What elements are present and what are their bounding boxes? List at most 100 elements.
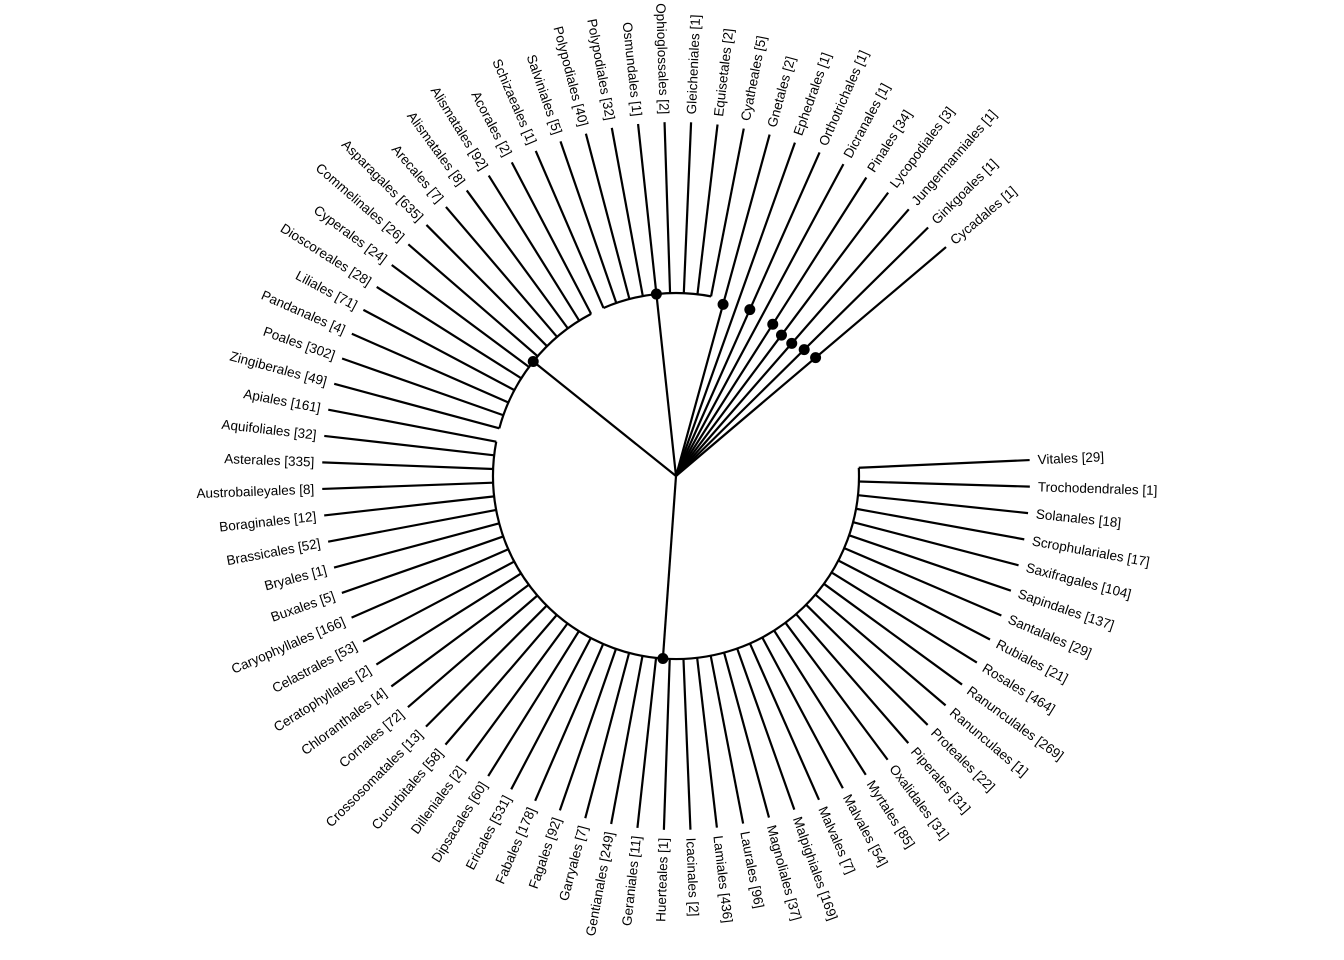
tip-branch bbox=[407, 243, 539, 358]
tip-branch bbox=[855, 507, 1025, 541]
tip-branch bbox=[610, 655, 644, 825]
tip-label: Scrophulariales [17] bbox=[1031, 533, 1151, 569]
tree-node-dots bbox=[527, 288, 822, 665]
tip-label: Vitales [29] bbox=[1037, 449, 1104, 467]
tip-label: Cyatheales [5] bbox=[738, 35, 769, 123]
tip-branch bbox=[675, 246, 947, 477]
tip-label: Trochodendrales [1] bbox=[1038, 479, 1158, 498]
node-dot bbox=[786, 337, 798, 349]
clade-stem-branch bbox=[655, 293, 678, 477]
tip-branch bbox=[362, 560, 515, 643]
node-dot bbox=[775, 329, 787, 341]
tip-branch bbox=[333, 382, 500, 430]
tip-branch bbox=[843, 547, 1002, 617]
tip-branch bbox=[510, 161, 593, 315]
tip-branch bbox=[837, 559, 991, 641]
tip-branch bbox=[795, 613, 910, 744]
tip-branch bbox=[723, 652, 771, 818]
tip-branch bbox=[327, 508, 497, 543]
tip-label: Brassicales [52] bbox=[225, 536, 321, 568]
tip-branch bbox=[322, 481, 494, 491]
node-dot bbox=[798, 344, 810, 356]
tip-branch bbox=[324, 495, 495, 517]
tip-branch bbox=[390, 583, 530, 688]
tip-branch bbox=[610, 127, 644, 297]
tip-label: Equisetales [2] bbox=[711, 28, 736, 118]
tip-branch bbox=[534, 643, 605, 802]
tip-branch bbox=[362, 308, 515, 392]
tip-branch bbox=[696, 657, 718, 828]
tip-label: Icacinales [2] bbox=[683, 837, 701, 916]
tip-branch bbox=[848, 534, 1012, 592]
tip-branch bbox=[351, 548, 509, 619]
tip-branch bbox=[823, 582, 963, 686]
tip-branch bbox=[636, 657, 658, 829]
tip-branch bbox=[675, 163, 845, 477]
tip-branch bbox=[636, 123, 658, 295]
tip-branch bbox=[510, 637, 592, 790]
tip-branch bbox=[465, 189, 569, 330]
tip-branch bbox=[674, 142, 796, 477]
tip-branch bbox=[445, 206, 558, 338]
tip-label: Buxales [5] bbox=[269, 588, 337, 624]
tip-branch bbox=[736, 648, 796, 811]
tip-branch bbox=[663, 122, 672, 294]
tip-branch bbox=[375, 572, 522, 666]
tip-branch bbox=[487, 630, 580, 777]
tip-branch bbox=[425, 224, 548, 347]
tip-branch bbox=[814, 593, 947, 707]
tip-branch bbox=[857, 494, 1029, 515]
tip-branch bbox=[465, 622, 569, 762]
tip-branch bbox=[391, 264, 530, 368]
tip-label: Lamiales [436] bbox=[710, 835, 735, 924]
tip-label: Geraniales [11] bbox=[619, 835, 644, 927]
tip-branch bbox=[328, 408, 497, 443]
tip-label: Laurales [96] bbox=[737, 830, 767, 909]
node-dot bbox=[744, 304, 756, 316]
tip-branch bbox=[852, 521, 1019, 567]
tip-branch bbox=[761, 636, 844, 789]
tip-branch bbox=[748, 642, 820, 801]
tip-branch bbox=[407, 594, 539, 709]
tip-label: Asterales [335] bbox=[224, 451, 315, 469]
tip-branch bbox=[584, 652, 631, 819]
tip-label: Gnetales [2] bbox=[764, 55, 798, 129]
node-dot bbox=[810, 352, 822, 364]
tip-label: Gentianales [249] bbox=[583, 831, 617, 938]
tip-label: Apiales [161] bbox=[242, 386, 321, 415]
tip-branch bbox=[784, 622, 889, 761]
node-dot bbox=[717, 298, 729, 310]
tip-branch bbox=[559, 141, 618, 304]
tip-branch bbox=[858, 480, 1030, 488]
tip-branch bbox=[858, 458, 1030, 469]
tip-branch bbox=[584, 133, 631, 300]
tip-branch bbox=[773, 629, 867, 776]
tip-branch bbox=[662, 658, 671, 830]
clade-stem-branch bbox=[532, 360, 677, 477]
tip-label: Aquifoliales [32] bbox=[221, 417, 317, 443]
tip-label: Cucurbitales [58] bbox=[369, 746, 446, 833]
tip-branch bbox=[322, 461, 494, 471]
node-dot bbox=[767, 318, 779, 330]
tip-branch bbox=[830, 571, 978, 664]
tip-branch bbox=[682, 122, 693, 294]
tip-branch bbox=[534, 150, 605, 309]
node-dot bbox=[527, 356, 539, 368]
tip-branch bbox=[324, 434, 495, 457]
tip-label: Austrobaileyales [8] bbox=[196, 482, 314, 501]
node-dot bbox=[657, 653, 669, 665]
tip-label: Garryales [7] bbox=[556, 824, 590, 903]
tip-branch bbox=[558, 648, 618, 811]
tip-branch bbox=[696, 124, 719, 295]
tip-label: Ophioglossales [2] bbox=[653, 3, 672, 115]
tip-label: Solanales [18] bbox=[1035, 506, 1122, 530]
tip-branch bbox=[709, 128, 745, 297]
tip-label: Polypodiales [32] bbox=[584, 18, 617, 122]
tip-branch bbox=[376, 286, 522, 380]
tip-branch bbox=[487, 174, 581, 322]
tip-branch bbox=[444, 614, 558, 746]
tip-branch bbox=[351, 332, 509, 404]
tree-branches bbox=[322, 122, 1030, 830]
tip-branch bbox=[341, 357, 504, 417]
